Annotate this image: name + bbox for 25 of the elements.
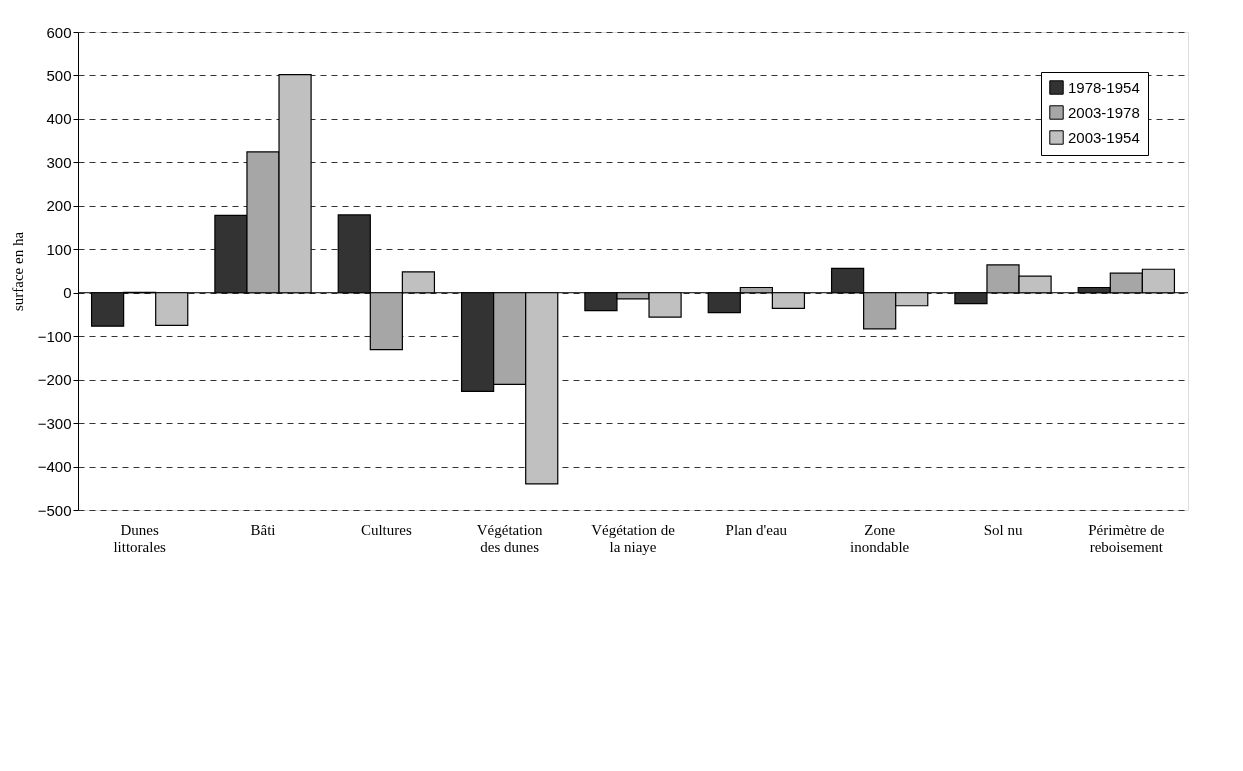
x-tick-label: Sol nu <box>983 521 1023 538</box>
x-tick-label: Végétation de la niaye <box>591 521 676 555</box>
x-tick-label: Cultures <box>360 521 412 538</box>
legend-label: 2003-1954 <box>1068 128 1140 146</box>
y-tick-label: −100 <box>37 327 72 345</box>
y-tick-label: 400 <box>46 110 72 128</box>
x-tick-label: Périmètre de reboisement <box>1088 521 1165 555</box>
y-tick-label: −200 <box>37 371 72 389</box>
x-tick-label: Bâti <box>250 521 276 538</box>
y-tick-label: 500 <box>46 66 72 84</box>
x-tick-label: Zone inondable <box>850 521 910 555</box>
legend-label: 1978-1954 <box>1068 78 1140 96</box>
y-tick-label: 200 <box>46 197 72 215</box>
y-tick-label: −500 <box>37 501 72 519</box>
x-tick-label: Plan d'eau <box>725 521 788 538</box>
x-tick-label: Végétation des dunes <box>476 521 544 555</box>
y-tick-label: 100 <box>46 240 72 258</box>
y-tick-label: 600 <box>46 23 72 41</box>
y-tick-label: −400 <box>37 458 72 476</box>
y-tick-label: 300 <box>46 153 72 171</box>
x-tick-label: Dunes littorales <box>113 521 167 555</box>
legend-label: 2003-1978 <box>1068 103 1140 121</box>
y-tick-label: 0 <box>63 284 72 302</box>
y-axis-title: surface en ha <box>9 231 26 312</box>
y-tick-label: −300 <box>37 414 72 432</box>
